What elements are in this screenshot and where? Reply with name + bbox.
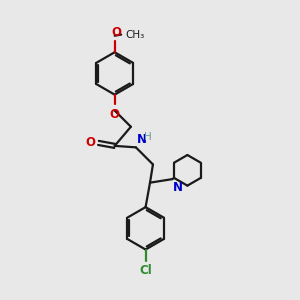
- Text: O: O: [85, 136, 95, 149]
- Text: N: N: [173, 181, 183, 194]
- Text: O: O: [109, 108, 119, 121]
- Text: CH₃: CH₃: [125, 30, 144, 40]
- Text: H: H: [144, 132, 152, 142]
- Text: Cl: Cl: [139, 264, 152, 277]
- Text: N: N: [136, 133, 146, 146]
- Text: O: O: [111, 26, 121, 39]
